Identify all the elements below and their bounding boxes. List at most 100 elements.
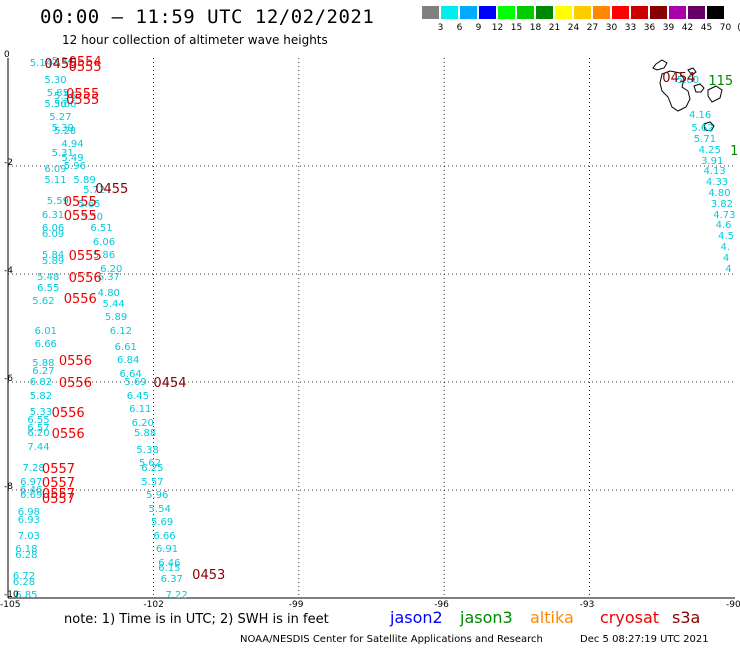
wave-height-label: 6.06 (41, 223, 65, 235)
lon-tick-label: -96 (434, 600, 449, 610)
wave-height-label: 6.28 (15, 549, 38, 561)
lat-tick-label: -6 (4, 374, 13, 384)
wave-height-label: 5.48 (37, 271, 60, 283)
legend-label: 30 (605, 23, 618, 33)
wave-height-label: 5.89 (73, 174, 96, 186)
legend-label: 33 (624, 23, 637, 33)
pass-time-label: 115 (708, 73, 734, 89)
wave-height-label: 6.15 (158, 563, 181, 575)
wave-height-label: 7.28 (22, 463, 45, 475)
galapagos-islands (652, 59, 723, 132)
wave-height-label: 6.61 (114, 341, 137, 353)
wave-height-label: 5.62 (691, 123, 714, 135)
legend-label: 3 (437, 23, 444, 33)
wave-height-label: 6.98 (17, 506, 40, 518)
legend-label: 12 (491, 23, 504, 33)
wave-height-label: 5.34 (51, 55, 74, 67)
wave-height-label: 6.46 (158, 557, 181, 569)
wave-height-label: 6.66 (34, 339, 57, 351)
wave-height-label: 3.82 (710, 198, 734, 210)
island-outline (707, 85, 723, 103)
wave-height-label: 6.20 (131, 417, 154, 429)
wave-height-label: 5.84 (41, 250, 65, 262)
lon-tick-label: -90 (726, 600, 740, 610)
footnote: note: 1) Time is in UTC; 2) SWH is in fe… (64, 612, 329, 627)
legend-swatch (574, 6, 591, 19)
legend-swatch (593, 6, 610, 19)
wave-height-label: 5.59 (46, 196, 70, 208)
wave-height-label: 3.91 (701, 155, 724, 167)
generation-timestamp: Dec 5 08:27:19 UTC 2021 (580, 634, 709, 645)
pass-time-label: 0555 (66, 87, 100, 103)
lon-tick-label: -105 (0, 600, 21, 610)
wave-height-label: 4. (720, 242, 730, 253)
legend-swatch (422, 6, 439, 19)
wave-height-label: 6.46 (20, 485, 43, 496)
wave-height-label: 5.96 (146, 490, 169, 502)
wave-height-label: 6.91 (155, 544, 179, 556)
wave-height-label: 6.20 (27, 428, 50, 440)
map-axes (7, 58, 735, 599)
legend-label: 70 (719, 23, 732, 33)
legend-label: 45 (700, 23, 713, 33)
pass-time-label: 0556 (58, 354, 92, 370)
wave-height-label: 6.72 (12, 571, 36, 583)
wave-height-label: 7.22 (165, 590, 188, 602)
credit-line: NOAA/NESDIS Center for Satellite Applica… (240, 634, 543, 645)
pass-time-label: 0555 (63, 195, 97, 211)
pass-time-label: 0555 (66, 92, 100, 108)
wave-height-label: 5.27 (49, 112, 72, 124)
wave-height-label: 6.20 (100, 263, 123, 275)
wave-height-label: 5.57 (141, 476, 164, 488)
wave-height-label: 5.60 (676, 74, 700, 86)
legend-swatch (536, 6, 553, 19)
satellite-s3a-label: s3a (672, 608, 701, 627)
island-outline (659, 70, 691, 112)
wave-height-label: 6.57 (27, 422, 50, 434)
pass-time-label: 0554 (68, 54, 102, 70)
pass-time-label: 1 (730, 143, 739, 159)
wave-height-label: 4 (725, 263, 732, 275)
wave-height-label: 6.09 (44, 163, 67, 175)
wave-height-label: 4.33 (705, 177, 729, 189)
satellite-jason3-label: jason3 (460, 608, 513, 627)
wave-height-label: 4.13 (703, 166, 726, 178)
wave-height-label: 6.27 (32, 366, 55, 378)
island-outline (652, 59, 668, 71)
wave-height-label: 5.33 (29, 406, 53, 418)
legend-label: 27 (586, 23, 599, 33)
wave-height-label: 5.69 (124, 377, 147, 388)
wave-height-label: 5.30 (44, 74, 67, 86)
legend-label: 9 (475, 23, 482, 33)
legend-swatch (555, 6, 572, 19)
wave-height-label: 6.09 (41, 228, 65, 240)
wave-height-label: 4.94 (61, 139, 84, 151)
pass-time-label: 0557 (41, 475, 76, 491)
satellite-cryosat-label: cryosat (600, 608, 660, 627)
wave-height-label: 4.80 (708, 188, 731, 199)
lat-tick-label: 0 (4, 50, 10, 60)
pass-time-label: 0556 (68, 270, 102, 286)
island-outline (687, 67, 697, 76)
pass-time-label: 0556 (63, 292, 97, 308)
wave-height-label: 4.25 (698, 144, 721, 156)
wave-height-label: 5.36 (44, 98, 67, 110)
wave-height-label: 7.03 (17, 530, 40, 542)
legend-swatch (517, 6, 534, 19)
wave-height-label: 5.89 (41, 255, 65, 267)
lat-tick-label: -8 (4, 482, 13, 492)
legend-swatch (650, 6, 667, 19)
wave-height-label: 5.62 (138, 458, 162, 469)
wave-height-label: 6.66 (153, 530, 176, 542)
wave-height-label: 5.89 (104, 312, 128, 324)
island-outline (703, 121, 715, 132)
pass-time-label: 0556 (51, 427, 85, 443)
wave-height-label: 6.55 (37, 282, 60, 294)
wave-height-label: 5.85 (46, 88, 70, 100)
wave-height-label: 6.11 (129, 404, 152, 415)
pass-time-label: 0556 (58, 376, 92, 391)
legend-label: 18 (529, 23, 542, 33)
wave-height-label: 7.44 (27, 441, 50, 453)
wave-height-label: 5.11 (44, 174, 67, 186)
lat-tick-label: -2 (4, 158, 13, 168)
